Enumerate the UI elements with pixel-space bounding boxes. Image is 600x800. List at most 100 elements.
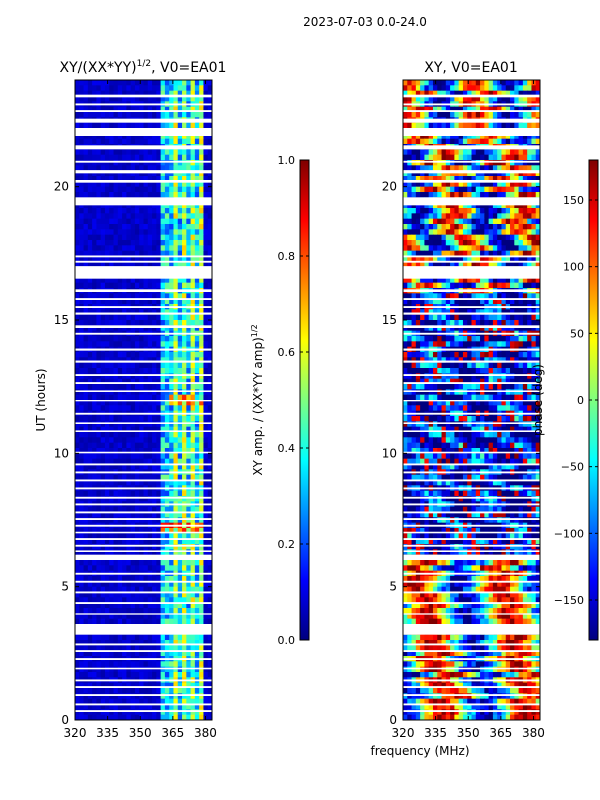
heatmap-cell	[403, 192, 408, 198]
heatmap-cell	[143, 352, 149, 358]
heatmap-cell	[164, 592, 170, 598]
heatmap-cell	[87, 186, 93, 193]
heatmap-cell	[79, 394, 85, 401]
heatmap-cell	[152, 362, 157, 369]
heatmap-cell	[152, 496, 157, 502]
heatmap-cell	[199, 389, 205, 396]
heatmap-cell	[87, 341, 93, 348]
heatmap-cell	[164, 544, 170, 550]
heatmap-cell	[510, 165, 515, 172]
heatmap-cell	[139, 186, 145, 193]
heatmap-cell	[445, 112, 451, 118]
heatmap-cell	[92, 138, 98, 145]
heatmap-cell	[96, 224, 102, 230]
heatmap-cell	[87, 464, 93, 470]
heatmap-cell	[109, 106, 115, 113]
heatmap-cell	[527, 229, 533, 236]
heatmap-cell	[130, 314, 136, 321]
heatmap-cell	[177, 565, 183, 572]
heatmap-cell	[510, 85, 515, 92]
heatmap-cell	[194, 592, 200, 598]
heatmap-cell	[164, 336, 170, 342]
heatmap-cell	[199, 506, 205, 513]
heatmap-cell	[100, 682, 106, 689]
heatmap-cell	[514, 218, 520, 225]
heatmap-cell	[122, 650, 127, 657]
heatmap-cell	[134, 538, 140, 545]
heatmap-cell	[428, 122, 434, 129]
heatmap-cell	[169, 213, 175, 220]
heatmap-cell	[130, 250, 136, 257]
heatmap-cell	[194, 341, 200, 348]
heatmap-cell	[454, 154, 460, 161]
heatmap-cell	[160, 698, 166, 705]
heatmap-cell	[190, 682, 196, 689]
heatmap-cell	[169, 597, 175, 604]
heatmap-cell	[535, 202, 540, 209]
heatmap-cell	[139, 714, 145, 720]
heatmap-cell	[186, 448, 192, 454]
heatmap-cell	[109, 704, 115, 710]
flagged-gap	[75, 128, 212, 136]
heatmap-cell	[96, 464, 102, 470]
heatmap-cell	[501, 112, 507, 118]
heatmap-cell	[177, 426, 183, 433]
heatmap-cell	[156, 389, 162, 396]
heatmap-cell	[134, 421, 140, 428]
heatmap-cell	[488, 133, 494, 140]
heatmap-cell	[169, 261, 175, 268]
heatmap-cell	[505, 80, 511, 86]
heatmap-cell	[117, 474, 123, 481]
heatmap-cell	[160, 517, 166, 524]
heatmap-cell	[147, 368, 153, 374]
heatmap-cell	[199, 176, 205, 182]
heatmap-cell	[83, 325, 89, 332]
heatmap-cell	[169, 234, 175, 241]
heatmap-cell	[156, 474, 162, 481]
heatmap-cell	[122, 565, 127, 572]
heatmap-cell	[199, 672, 205, 678]
heatmap-cell	[428, 229, 434, 236]
heatmap-cell	[117, 517, 123, 524]
heatmap-cell	[527, 122, 533, 129]
heatmap-cell	[169, 165, 175, 172]
heatmap-cell	[169, 426, 175, 433]
heatmap-cell	[156, 597, 162, 604]
heatmap-cell	[79, 80, 85, 86]
heatmap-cell	[117, 186, 123, 193]
heatmap-cell	[169, 698, 175, 705]
heatmap-cell	[100, 512, 106, 518]
heatmap-cell	[139, 352, 145, 358]
heatmap-cell	[484, 218, 490, 225]
heatmap-cell	[100, 176, 106, 182]
heatmap-cell	[92, 341, 98, 348]
heatmap-cell	[207, 122, 212, 129]
heatmap-cell	[160, 336, 166, 342]
heatmap-cell	[122, 362, 127, 369]
heatmap-cell	[527, 208, 533, 214]
heatmap-cell	[152, 432, 157, 438]
heatmap-cell	[130, 373, 136, 380]
heatmap-cell	[75, 213, 80, 220]
heatmap-cell	[100, 458, 106, 465]
heatmap-cell	[450, 133, 455, 140]
heatmap-cell	[147, 426, 153, 433]
heatmap-cell	[147, 400, 153, 406]
heatmap-cell	[522, 213, 528, 220]
heatmap-cell	[182, 426, 187, 433]
heatmap-cell	[152, 416, 157, 422]
heatmap-cell	[510, 202, 515, 209]
heatmap-cell	[104, 122, 110, 129]
heatmap-cell	[147, 517, 153, 524]
heatmap-cell	[164, 170, 170, 177]
heatmap-cell	[104, 234, 110, 241]
heatmap-cell	[432, 133, 438, 140]
heatmap-cell	[415, 208, 421, 214]
heatmap-cell	[186, 170, 192, 177]
heatmap-cell	[454, 85, 460, 92]
heatmap-cell	[169, 586, 175, 593]
heatmap-cell	[510, 80, 515, 86]
heatmap-cell	[199, 240, 205, 246]
heatmap-cell	[122, 96, 127, 102]
heatmap-cell	[147, 512, 153, 518]
